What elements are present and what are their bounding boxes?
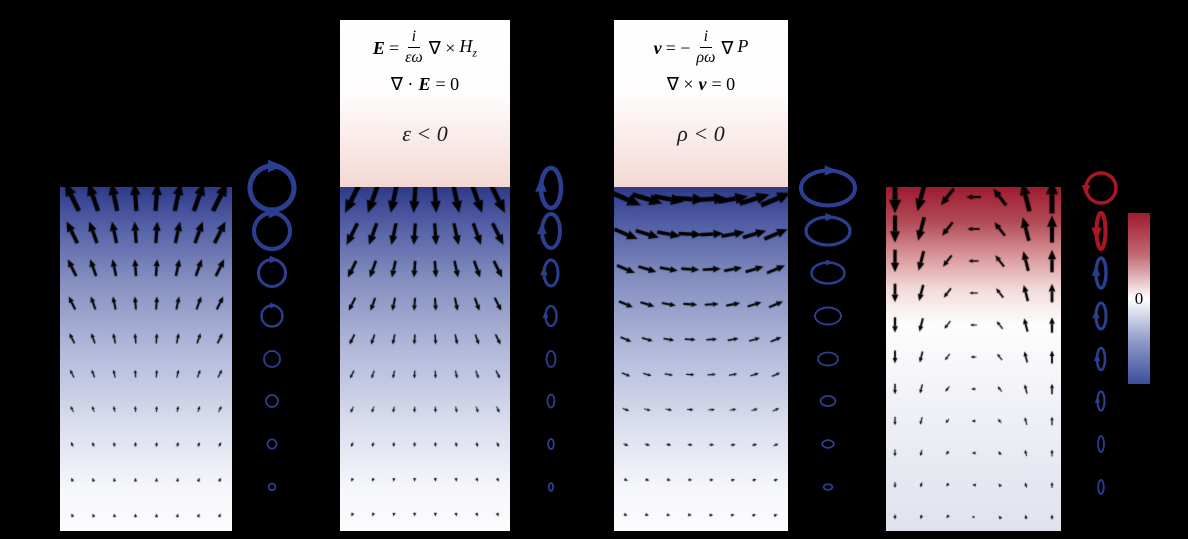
quiver-canvas-negative-eps [340,187,510,531]
polarization-ellipse [804,215,852,247]
em-div-var: E [418,73,431,94]
em-eq-fraction: i εω [405,28,423,68]
em-equation-curl: E = i εω ∇ × Hz [373,28,477,68]
em-eq-rel: = [388,37,400,58]
ac-eq-operator: ∇ [721,37,734,58]
ac-curl-operator: ∇ × [666,73,694,94]
polarization-column-horizontal [798,165,858,491]
polarization-ellipse [821,439,835,449]
polarization-ellipse [547,438,555,450]
polarization-ellipse [1097,435,1105,453]
polarization-ellipse [1097,479,1105,495]
equation-box-acoustic: v = − i ρω ∇ P ∇ × v = 0 ρ < 0 [614,20,788,187]
polarization-ellipse [1084,171,1118,205]
rotation-direction-arrowhead-icon [825,212,836,222]
polarization-ellipse [265,394,279,408]
quiver-canvas-negative-rho [614,187,788,531]
rotation-direction-arrowhead-icon [535,177,547,192]
polarization-ellipse [822,483,834,491]
em-div-rest: = 0 [435,73,460,94]
em-eq-lhs: E [372,37,385,58]
polarization-ellipse [545,350,557,368]
ac-curl-rest: = 0 [711,73,736,94]
equation-box-em: E = i εω ∇ × Hz ∇ · E = 0 ε < 0 [340,20,510,187]
polarization-ellipse [814,306,842,326]
polarization-ellipse [547,482,555,492]
polarization-column-circles [247,159,297,492]
em-eq-field-var: Hz [459,36,478,60]
em-eq-numerator: i [407,28,421,49]
rho-negative-label: ρ < 0 [677,120,725,146]
rotation-direction-arrowhead-icon [270,302,278,309]
ac-curl-var: v [698,73,707,94]
polarization-ellipse [266,438,278,450]
quiver-panel-vortex [886,187,1061,531]
polarization-ellipse [546,393,556,409]
rotation-direction-arrowhead-icon [268,207,282,219]
rotation-direction-arrowhead-icon [1094,395,1101,403]
polarization-ellipse [263,350,281,368]
ac-eq-denominator: ρω [696,49,716,67]
rotation-direction-arrowhead-icon [540,266,548,276]
em-div-operator: ∇ · [390,73,414,94]
rotation-direction-arrowhead-icon [1093,353,1101,362]
ac-eq-fraction: i ρω [696,28,715,68]
rotation-direction-arrowhead-icon [824,165,838,176]
polarization-column-vertical [535,165,564,492]
em-eq-denominator: εω [405,49,423,67]
acoustic-equation-grad: v = − i ρω ∇ P [654,28,749,68]
polarization-ellipse [817,351,839,367]
polarization-ellipse [260,304,284,328]
epsilon-negative-label: ε < 0 [402,120,448,146]
quiver-panel-negative-rho [614,187,788,531]
acoustic-equation-curl: ∇ × v = 0 [667,74,735,95]
quiver-canvas-e-field [60,187,232,531]
polarization-ellipse [251,210,293,252]
ac-eq-rel: = − [665,37,691,58]
rotation-direction-arrowhead-icon [537,222,547,235]
ac-eq-lhs: v [653,37,662,58]
em-eq-operator: ∇ × [428,37,456,58]
colorbar-zero-tick: 0 [1134,289,1144,308]
rotation-direction-arrowhead-icon [269,255,280,264]
rotation-direction-arrowhead-icon [1081,185,1091,196]
quiver-canvas-vortex [886,187,1061,531]
colorbar: 0 [1128,213,1150,384]
polarization-ellipse [798,168,858,208]
rotation-direction-arrowhead-icon [1092,309,1100,319]
polarization-ellipse [247,163,297,213]
rotation-direction-arrowhead-icon [542,310,549,318]
quiver-panel-e-field [60,187,232,531]
rotation-direction-arrowhead-icon [267,159,284,173]
polarization-ellipse [256,257,288,289]
polarization-ellipse [810,261,846,285]
rotation-direction-arrowhead-icon [1091,265,1101,276]
rotation-direction-arrowhead-icon [1091,227,1102,241]
rotation-direction-arrowhead-icon [826,259,834,266]
em-equation-div: ∇ · E = 0 [391,74,459,95]
ac-eq-field-var: P [737,36,749,57]
polarization-ellipse [267,482,277,492]
polarization-column-narrow [1081,171,1118,495]
ac-eq-numerator: i [699,28,713,49]
quiver-panel-negative-eps [340,187,510,531]
polarization-ellipse [819,395,837,407]
